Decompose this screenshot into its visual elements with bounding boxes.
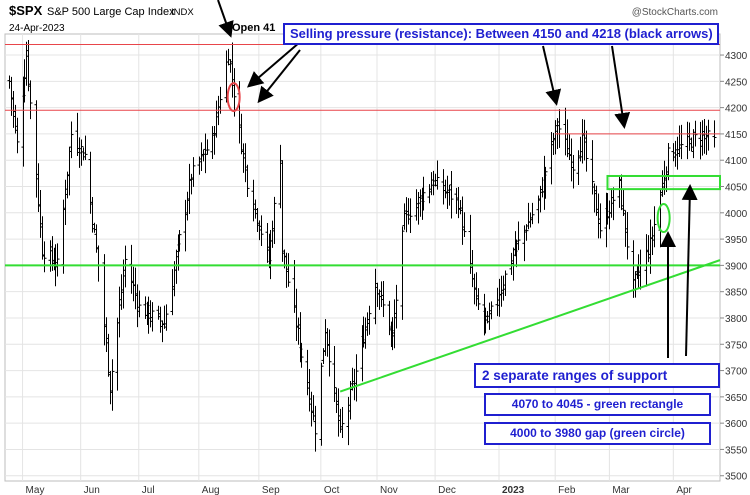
- y-tick-label: 3950: [725, 235, 748, 246]
- y-tick-label: 4050: [725, 183, 748, 194]
- index-name: S&P 500 Large Cap Index: [47, 6, 175, 18]
- x-tick-label: Feb: [558, 485, 576, 495]
- support-trendline: [339, 259, 721, 393]
- annotation-arrow: [257, 49, 301, 104]
- support-rect-annotation: 4070 to 4045 - green rectangle: [484, 393, 711, 416]
- highlight-circle: [226, 82, 241, 113]
- y-tick-label: 4150: [725, 130, 748, 141]
- support-rectangle: [606, 174, 722, 191]
- chart-header: $SPX S&P 500 Large Cap Index INDX 24-Apr…: [9, 3, 718, 34]
- y-tick-label: 4300: [725, 51, 748, 62]
- x-tick-label: Oct: [324, 485, 340, 495]
- x-tick-label: May: [26, 485, 45, 495]
- x-tick-label: Jul: [142, 485, 155, 495]
- date-label: 24-Apr-2023: [9, 23, 65, 34]
- resistance-annotation: Selling pressure (resistance): Between 4…: [283, 23, 719, 45]
- symbol-label: $SPX: [9, 3, 43, 18]
- x-tick-label: Dec: [438, 485, 456, 495]
- y-tick-label: 3500: [725, 472, 748, 483]
- source-label: @StockCharts.com: [632, 7, 718, 18]
- y-tick-label: 3750: [725, 340, 748, 351]
- axes: 3500 3550 3600 3650 3700 3750 3800 3850 3900 3950…: [26, 51, 748, 495]
- x-tick-label: Mar: [612, 485, 630, 495]
- annotation-arrow: [217, 0, 234, 38]
- support-title-annotation: 2 separate ranges of support: [474, 363, 720, 388]
- x-tick-label: Nov: [380, 485, 398, 495]
- y-tick-label: 4200: [725, 104, 748, 115]
- annotation-arrow: [542, 45, 562, 106]
- x-tick-label: Aug: [202, 485, 220, 495]
- x-tick-label: Apr: [676, 485, 692, 495]
- x-tick-label: Jun: [84, 485, 100, 495]
- exchange-label: INDX: [171, 7, 194, 18]
- y-tick-label: 4250: [725, 77, 748, 88]
- y-tick-label: 3650: [725, 393, 748, 404]
- annotation-arrow: [681, 184, 698, 357]
- y-tick-label: 3850: [725, 288, 748, 299]
- x-tick-label: Sep: [262, 485, 280, 495]
- annotation-marks: [217, 0, 698, 358]
- open-label: Open 41: [232, 22, 275, 34]
- y-tick-label: 3700: [725, 367, 748, 378]
- y-tick-label: 3600: [725, 419, 748, 430]
- y-tick-label: 3900: [725, 261, 748, 272]
- support-gap-annotation: 4000 to 3980 gap (green circle): [484, 422, 711, 445]
- y-tick-label: 4100: [725, 156, 748, 167]
- annotation-arrow: [246, 41, 301, 88]
- y-tick-label: 3550: [725, 445, 748, 456]
- y-tick-label: 3800: [725, 314, 748, 325]
- x-tick-label: 2023: [502, 485, 525, 495]
- annotation-arrow: [611, 45, 631, 129]
- y-tick-label: 4000: [725, 209, 748, 220]
